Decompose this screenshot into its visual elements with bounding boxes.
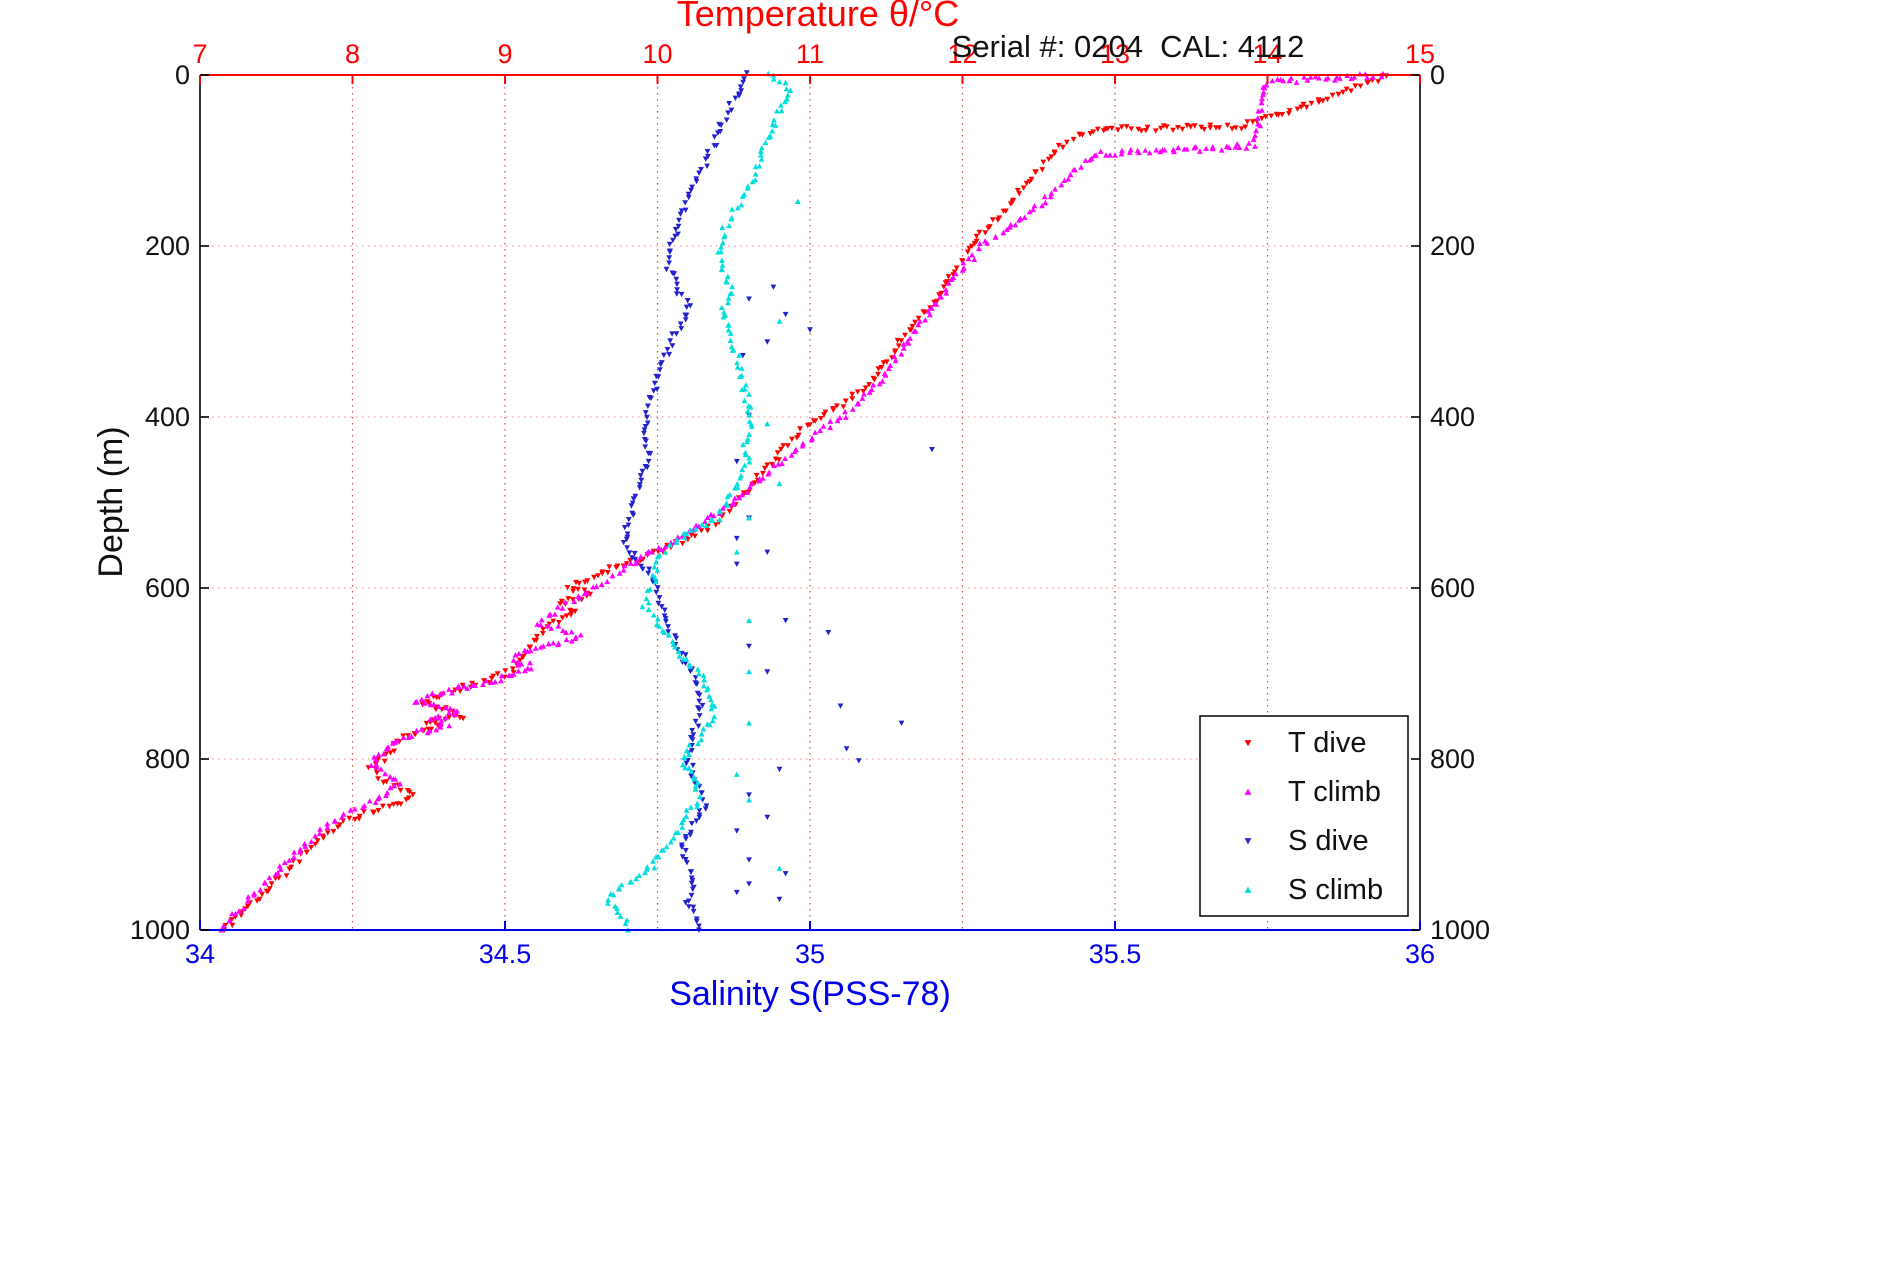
legend-item-label: T dive [1288, 727, 1366, 759]
chart-title: Temperature θ/°C [677, 0, 960, 34]
legend-item: T climb [1244, 776, 1381, 808]
top-axis-tick-label: 14 [1252, 39, 1282, 69]
bottom-axis-tick-label: 36 [1405, 939, 1435, 969]
bottom-axis-tick-label: 35 [795, 939, 825, 969]
legend-item: T dive [1244, 727, 1366, 759]
top-axis-tick-label: 12 [947, 39, 977, 69]
top-axis-tick-label: 9 [497, 39, 512, 69]
legend-item-label: S climb [1288, 874, 1383, 906]
series-s-dive [620, 70, 935, 933]
right-axis-tick-label: 0 [1430, 60, 1445, 90]
legend-marker-icon [1244, 788, 1252, 795]
right-axis-tick-label: 200 [1430, 231, 1475, 261]
bottom-axis-tick-label: 35.5 [1089, 939, 1142, 969]
legend-marker-icon [1244, 740, 1252, 747]
left-axis-tick-label: 1000 [130, 915, 190, 945]
left-axis-tick-label: 400 [145, 402, 190, 432]
top-axis-tick-label: 11 [796, 39, 824, 69]
right-axis-tick-label: 800 [1430, 744, 1475, 774]
legend-item-label: T climb [1288, 776, 1381, 808]
left-axis-tick-label: 600 [145, 573, 190, 603]
legend-item-label: S dive [1288, 825, 1369, 857]
right-axis-tick-label: 400 [1430, 402, 1475, 432]
legend: T dive T climb S dive S climb [1199, 715, 1409, 917]
top-axis-tick-label: 10 [642, 39, 672, 69]
axes: 7 8 9 10 11 12 13 14 15 34 34.5 35 35.5 36 0 200 400 600 8… [130, 39, 1490, 969]
gridlines [200, 75, 1420, 930]
left-axis-tick-label: 0 [175, 60, 190, 90]
bottom-axis-tick-label: 34.5 [479, 939, 532, 969]
legend-box [1199, 715, 1409, 917]
x-axis-label-bottom: Salinity S(PSS-78) [669, 975, 951, 1013]
legend-marker-icon [1244, 886, 1252, 893]
bottom-axis-tick-label: 34 [185, 939, 215, 969]
legend-marker-icon [1244, 838, 1252, 845]
top-axis-tick-label: 8 [345, 39, 360, 69]
legend-item: S climb [1244, 874, 1383, 906]
legend-item: S dive [1244, 825, 1369, 857]
top-axis-tick-label: 15 [1405, 39, 1435, 69]
top-axis-tick-label: 7 [192, 39, 207, 69]
y-axis-label: Depth (m) [92, 426, 130, 577]
data-series [218, 70, 1390, 933]
right-axis-tick-label: 1000 [1430, 915, 1490, 945]
chart-subtitle: Serial #: 0204 CAL: 4112 [952, 29, 1305, 64]
top-axis-tick-label: 13 [1100, 39, 1130, 69]
left-axis-tick-label: 200 [145, 231, 190, 261]
right-axis-tick-label: 600 [1430, 573, 1475, 603]
left-axis-tick-label: 800 [145, 744, 190, 774]
